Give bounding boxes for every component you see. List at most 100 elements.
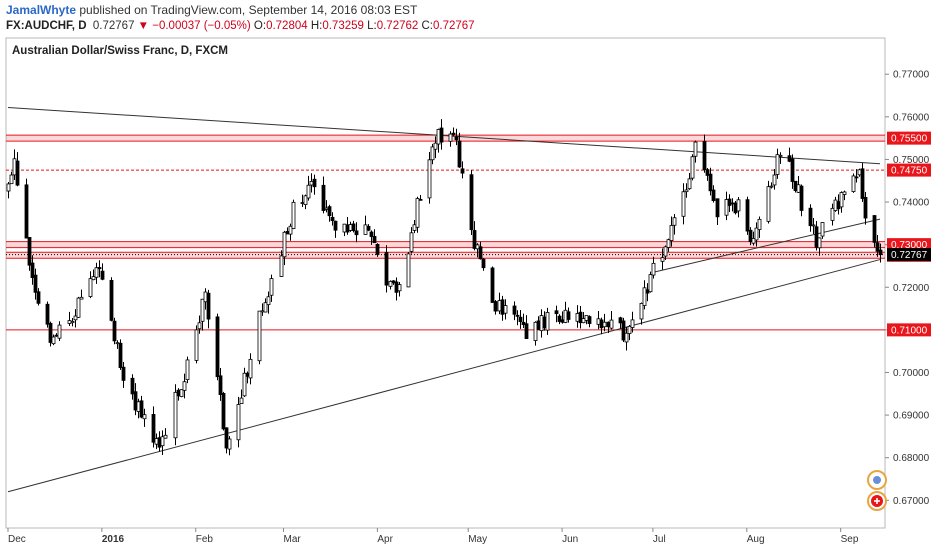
candle-body — [478, 246, 483, 260]
candle-body — [160, 436, 165, 447]
candle-body — [512, 305, 517, 315]
candle-body — [521, 321, 526, 326]
candle-body — [793, 180, 798, 191]
level-price-tag — [887, 131, 931, 145]
candle-body — [73, 315, 78, 321]
candle-body — [554, 310, 559, 315]
candle-body — [100, 270, 105, 280]
candle-body — [300, 202, 305, 204]
level-band — [6, 252, 885, 259]
high-value: 0.73259 — [322, 20, 364, 32]
candle-body — [878, 249, 883, 255]
candle-body — [839, 192, 844, 208]
candle-body — [715, 198, 720, 218]
candle-body — [388, 281, 393, 287]
candle-body — [245, 372, 250, 377]
y-tick-label: 0.75000 — [893, 155, 930, 166]
candle-body — [197, 322, 202, 330]
candle-body — [12, 158, 17, 176]
candle-body — [436, 129, 441, 145]
candle-body — [130, 377, 135, 395]
candle-body — [151, 414, 156, 443]
candle-body — [218, 375, 223, 396]
candle-body — [327, 206, 332, 217]
level-price-tag — [887, 163, 931, 177]
candle-body — [312, 178, 317, 188]
y-tick-label: 0.68000 — [893, 453, 930, 464]
level-price-label: 0.74750 — [891, 166, 928, 177]
candle-body — [6, 183, 11, 192]
candle-body — [524, 323, 529, 340]
candle-body — [693, 141, 698, 157]
candle-body — [711, 189, 716, 202]
candle-body — [239, 397, 244, 404]
candle-body — [811, 224, 816, 227]
candle-body — [775, 154, 780, 175]
author-link[interactable]: JamalWhyte — [6, 3, 77, 17]
candle-body — [173, 391, 178, 439]
published-text: published on TradingView.com, September … — [79, 3, 418, 17]
ohlc-line: FX:AUDCHF, D 0.72767 ▼ −0.00037 (−0.05%)… — [6, 20, 475, 32]
candle-body — [621, 320, 626, 341]
candle-body — [639, 303, 644, 320]
candle-body — [91, 276, 96, 281]
level-price-label: 0.71000 — [891, 325, 928, 336]
candle-body — [833, 199, 838, 211]
x-tick-label: Dec — [8, 534, 26, 545]
candle-body — [139, 400, 144, 418]
candle-body — [309, 180, 314, 186]
candle-body — [730, 202, 735, 205]
candle-body — [666, 239, 671, 248]
y-tick-label: 0.77000 — [893, 70, 930, 81]
candle-body — [769, 185, 774, 188]
last-price-label: 0.72767 — [891, 250, 928, 261]
candle-body — [321, 184, 326, 211]
candle-body — [599, 319, 604, 329]
x-tick-label: Jun — [562, 534, 578, 545]
candle-body — [630, 319, 635, 328]
candle-body — [248, 358, 253, 379]
candle-body — [687, 178, 692, 190]
candle-body — [854, 176, 859, 179]
candle-body — [88, 278, 93, 297]
level-band — [6, 241, 885, 248]
candle-body — [596, 318, 601, 325]
candle-body — [70, 321, 75, 324]
candle-body — [602, 321, 607, 328]
last-price-text: 0.72767 — [92, 20, 135, 32]
low-value: 0.72762 — [376, 20, 419, 32]
candle-body — [799, 185, 804, 211]
candle-body — [200, 298, 205, 322]
candle-body — [154, 438, 159, 445]
candle-body — [236, 404, 241, 441]
candle-body — [460, 168, 465, 174]
candle-body — [448, 133, 453, 142]
candle-body — [306, 184, 311, 199]
candle-body — [288, 225, 293, 235]
candle-body — [493, 301, 498, 312]
candle-body — [609, 319, 614, 329]
candle-body — [451, 132, 456, 135]
alert-icon[interactable] — [867, 470, 887, 490]
candle-body — [660, 257, 665, 262]
trendline — [7, 106, 881, 165]
candle-body — [391, 280, 396, 284]
add-icon[interactable] — [867, 491, 887, 511]
candle-body — [9, 174, 14, 185]
candle-body — [751, 238, 756, 244]
trendlines — [7, 106, 881, 493]
candle-body — [269, 278, 274, 296]
candle-body — [260, 310, 265, 313]
candle-body — [669, 225, 674, 241]
candle-body — [394, 281, 399, 293]
candle-body — [51, 336, 56, 345]
candle-body — [279, 255, 284, 277]
candle-body — [642, 287, 647, 306]
time-axis[interactable]: Dec 2016 Feb Mar Apr May Jun Jul Aug Sep — [7, 528, 859, 545]
candle-body — [430, 146, 435, 161]
candle-body — [433, 142, 438, 150]
plot-frame — [5, 37, 886, 529]
close-value: 0.72767 — [433, 20, 475, 32]
candle-body — [76, 297, 81, 318]
